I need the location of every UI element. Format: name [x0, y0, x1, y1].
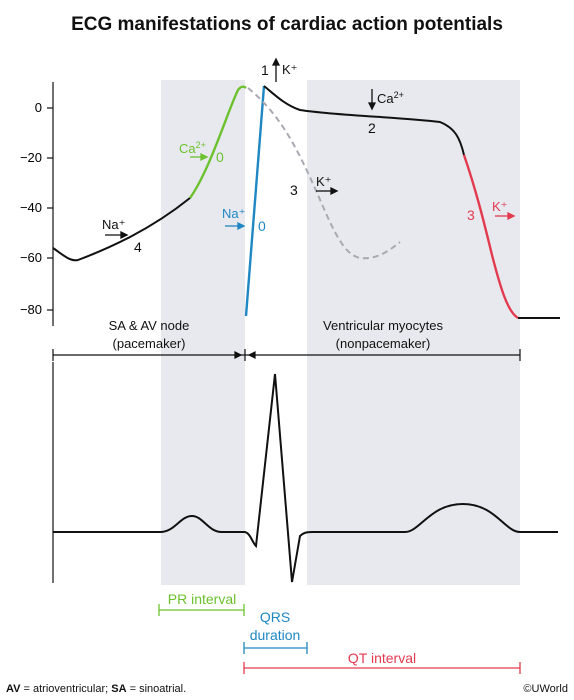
phase-0-ventricular: 0: [258, 218, 266, 234]
k-phase1-label: K⁺: [282, 62, 298, 77]
phase-3-ventricular: 3: [467, 207, 475, 223]
pacemaker-phase0-curve: [189, 85, 247, 199]
y-tick-label: −40: [20, 200, 42, 215]
av-definition: = atrioventricular;: [20, 683, 112, 695]
ca-pacemaker-label: Ca2+: [179, 140, 206, 156]
ca-phase2-label: Ca2+: [377, 90, 404, 106]
y-tick-label: −20: [20, 150, 42, 165]
phase-1-ventricular: 1: [261, 62, 269, 78]
pacemaker-shade-region: [161, 80, 245, 585]
region-bracket: [52, 349, 521, 361]
na-pacemaker-label: Na⁺: [102, 217, 125, 232]
pr-interval-bracket: [158, 604, 245, 616]
ventricular-region-sublabel: (nonpacemaker): [336, 336, 431, 351]
pr-interval-label: PR interval: [168, 591, 236, 607]
y-tick-label: 0: [35, 100, 42, 115]
av-abbreviation: AV: [6, 683, 21, 695]
ventricular-phase3-curve: [462, 154, 519, 320]
pacemaker-phase4-curve: [52, 197, 191, 262]
qt-interval-bracket: [243, 662, 521, 674]
k-phase3-label: K⁺: [492, 199, 508, 214]
y-tick-label: −60: [20, 250, 42, 265]
qrs-label: QRS: [260, 609, 290, 625]
y-tick-label: −80: [20, 302, 42, 317]
ventricular-phase0-upstroke: [244, 85, 266, 317]
phase-3-dashed: 3: [290, 182, 298, 198]
ca-pacemaker-base: Ca: [179, 141, 196, 156]
phase-2-ventricular: 2: [368, 120, 376, 136]
ventricular-phase1-2-curve: [263, 85, 465, 156]
ventricular-shade-region: [307, 80, 520, 585]
copyright: ©UWorld: [523, 683, 568, 695]
phase-4-pacemaker: 4: [134, 239, 142, 255]
ca-phase2-charge: 2+: [394, 90, 404, 100]
na-ventricular-label: Na⁺: [222, 206, 245, 221]
phase-0-pacemaker: 0: [216, 149, 224, 165]
qrs-duration-bracket: [243, 642, 308, 654]
qrs-sublabel: duration: [250, 627, 301, 643]
sa-abbreviation: SA: [111, 683, 127, 695]
ecg-trace: [53, 373, 558, 583]
pacemaker-region-sublabel: (pacemaker): [113, 336, 186, 351]
pacemaker-region-label: SA & AV node: [109, 318, 190, 333]
ca-phase2-base: Ca: [377, 91, 394, 106]
ventricular-region-label: Ventricular myocytes: [323, 318, 443, 333]
y-tick-marks: [47, 107, 53, 311]
page-title: ECG manifestations of cardiac action pot…: [71, 14, 503, 35]
ca-pacemaker-charge: 2+: [196, 140, 206, 150]
qt-interval-label: QT interval: [348, 650, 416, 666]
ion-arrows: [105, 57, 516, 240]
footnote: AV = atrioventricular; SA = sinoatrial.: [6, 683, 186, 695]
dashed-repolarization-curve: [247, 87, 401, 260]
sa-definition: = sinoatrial.: [126, 683, 187, 695]
k-phase3-dashed-label: K⁺: [316, 174, 332, 189]
